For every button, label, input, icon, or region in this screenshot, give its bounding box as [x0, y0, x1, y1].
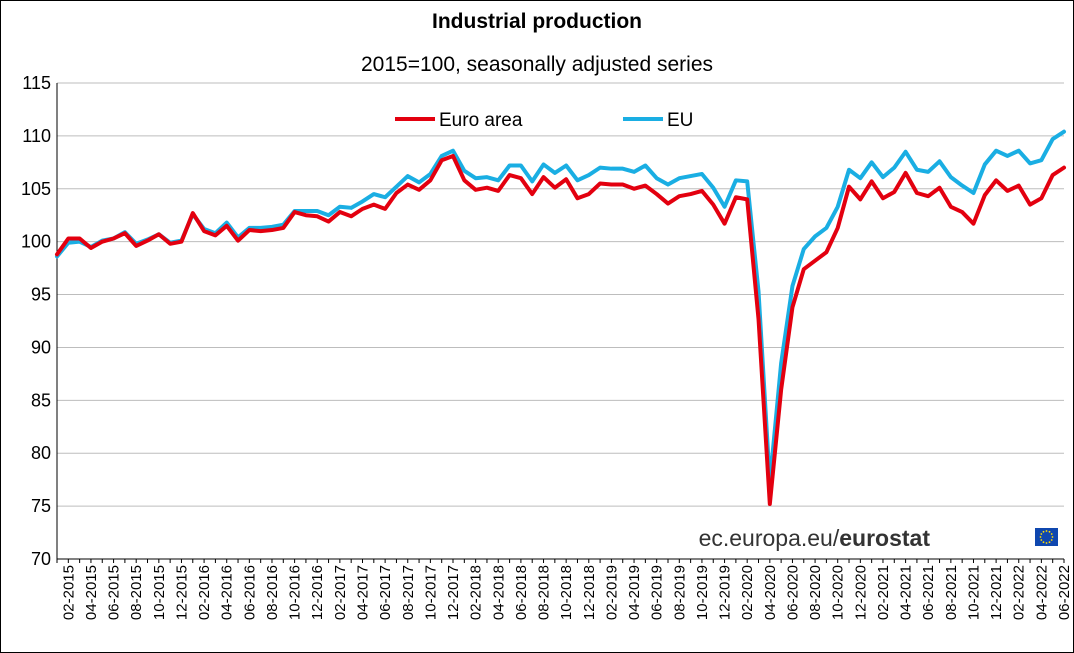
x-tick-label: 04-2019: [626, 565, 643, 620]
x-tick-label: 08-2016: [264, 565, 281, 620]
x-tick-label: 12-2015: [173, 565, 190, 620]
y-tick-label: 85: [31, 390, 51, 410]
x-tick-label: 12-2018: [581, 565, 598, 620]
x-tick-label: 02-2018: [468, 565, 485, 620]
series-lines: [55, 129, 1066, 506]
flag-star: [1045, 530, 1048, 532]
flag-star: [1042, 530, 1045, 533]
x-tick-label: 12-2021: [988, 565, 1005, 620]
x-axis-ticks: 02-2015 04-2015 06-2015 08-2015 10-2015 12-20…: [56, 559, 1073, 620]
x-tick-label: 06-2015: [106, 565, 123, 620]
x-tick-label: 08-2015: [128, 565, 145, 620]
svg-text:ec.europa.eu/eurostat: ec.europa.eu/eurostat: [699, 525, 931, 551]
x-tick-label: 02-2022: [1011, 565, 1028, 620]
x-tick-label: 04-2022: [1033, 565, 1050, 620]
legend-label-eu: EU: [667, 110, 693, 131]
x-tick-label: 04-2017: [354, 565, 371, 620]
chart-title: Industrial production: [432, 10, 642, 33]
y-tick-label: 95: [31, 285, 51, 305]
x-tick-label: 08-2019: [671, 565, 688, 620]
legend-label-euro-area: Euro area: [439, 110, 523, 131]
x-tick-label: 08-2021: [943, 565, 960, 620]
source-label: ec.europa.eu/eurostat: [699, 525, 1058, 551]
flag-star: [1050, 533, 1053, 535]
y-tick-label: 90: [31, 337, 51, 357]
y-tick-label: 115: [22, 73, 51, 93]
x-tick-label: 08-2018: [536, 565, 553, 620]
x-tick-label: 06-2021: [920, 565, 937, 620]
x-tick-label: 02-2021: [875, 565, 892, 620]
flag-star: [1051, 536, 1054, 538]
series-line-euro-area: [55, 153, 1066, 506]
y-tick-label: 100: [21, 232, 51, 252]
x-tick-label: 02-2016: [196, 565, 213, 620]
flag-star: [1048, 541, 1051, 544]
legend: Euro area EU: [395, 110, 693, 131]
x-tick-label: 02-2017: [332, 565, 349, 620]
x-tick-label: 10-2018: [558, 565, 575, 620]
x-tick-label: 06-2022: [1056, 565, 1073, 620]
y-tick-label: 75: [31, 496, 51, 516]
flag-star: [1040, 539, 1043, 541]
x-tick-label: 02-2020: [739, 565, 756, 620]
y-tick-label: 80: [31, 443, 51, 463]
flag-star: [1045, 542, 1048, 544]
eu-flag-icon: [1035, 528, 1058, 546]
flag-star: [1050, 539, 1053, 541]
x-tick-label: 12-2020: [852, 565, 869, 620]
x-tick-label: 10-2021: [965, 565, 982, 620]
x-tick-label: 04-2018: [490, 565, 507, 620]
flag-star: [1048, 530, 1051, 533]
flag-star: [1042, 541, 1045, 544]
x-tick-label: 12-2017: [445, 565, 462, 620]
source-label-light: ec.europa.eu/: [699, 525, 840, 551]
x-tick-label: 10-2019: [694, 565, 711, 620]
x-tick-label: 04-2016: [219, 565, 236, 620]
x-tick-label: 06-2016: [241, 565, 258, 620]
x-tick-label: 06-2019: [649, 565, 666, 620]
x-tick-label: 04-2020: [762, 565, 779, 620]
x-tick-label: 02-2019: [603, 565, 620, 620]
x-tick-label: 12-2019: [717, 565, 734, 620]
x-tick-label: 06-2020: [784, 565, 801, 620]
y-axis-ticks: 70 75 80 85 90 95 100 105 110 115: [21, 73, 51, 569]
x-tick-label: 10-2017: [422, 565, 439, 620]
y-tick-label: 70: [31, 549, 51, 569]
axes: [56, 83, 1064, 560]
x-tick-label: 04-2015: [83, 565, 100, 620]
x-tick-label: 10-2020: [830, 565, 847, 620]
x-tick-label: 06-2018: [513, 565, 530, 620]
x-tick-label: 06-2017: [377, 565, 394, 620]
x-tick-label: 04-2021: [898, 565, 915, 620]
gridlines: [57, 82, 1064, 507]
series-line-eu: [55, 129, 1066, 485]
x-tick-label: 12-2016: [309, 565, 326, 620]
y-tick-label: 110: [22, 126, 51, 146]
x-tick-label: 02-2015: [60, 565, 77, 620]
source-label-bold: eurostat: [839, 525, 930, 551]
flag-star: [1040, 533, 1043, 535]
y-tick-label: 105: [21, 179, 51, 199]
flag-star: [1039, 536, 1042, 538]
x-tick-label: 10-2015: [151, 565, 168, 620]
x-tick-label: 08-2017: [400, 565, 417, 620]
x-tick-label: 08-2020: [807, 565, 824, 620]
x-tick-label: 10-2016: [287, 565, 304, 620]
chart-subtitle: 2015=100, seasonally adjusted series: [361, 53, 713, 76]
